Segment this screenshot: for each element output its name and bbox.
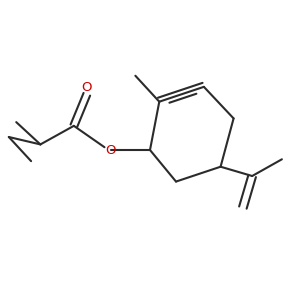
Text: O: O	[82, 81, 92, 94]
Text: O: O	[106, 143, 116, 157]
